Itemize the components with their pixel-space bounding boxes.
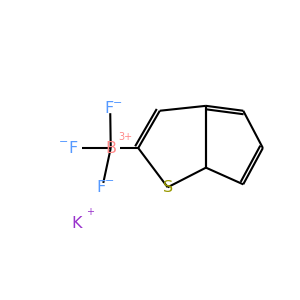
Text: F: F xyxy=(104,101,113,116)
Text: B: B xyxy=(105,140,116,155)
Text: F: F xyxy=(96,180,106,195)
Text: −: − xyxy=(113,98,122,108)
Text: −: − xyxy=(105,176,114,186)
Text: +: + xyxy=(86,207,94,217)
Text: S: S xyxy=(163,180,173,195)
Text: F: F xyxy=(69,140,78,155)
Text: K: K xyxy=(71,216,82,231)
Text: −: − xyxy=(58,137,68,147)
Text: 3+: 3+ xyxy=(118,132,132,142)
